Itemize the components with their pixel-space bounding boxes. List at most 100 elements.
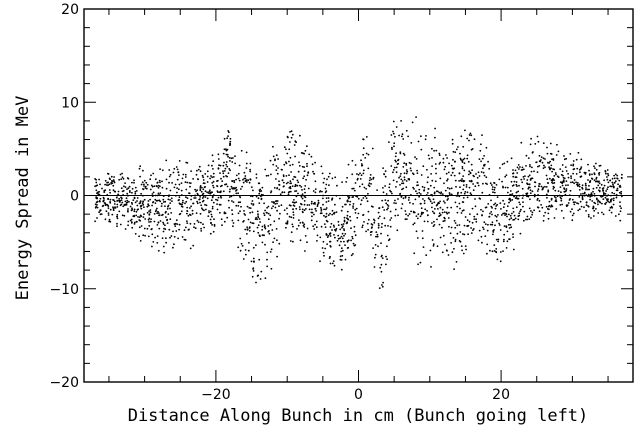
data-point	[158, 227, 161, 230]
data-point	[572, 160, 575, 162]
data-point	[398, 134, 400, 137]
data-point	[354, 182, 357, 184]
data-point	[171, 182, 174, 184]
data-point	[390, 190, 392, 193]
data-point	[470, 232, 473, 235]
data-point	[381, 254, 383, 257]
data-point	[409, 201, 411, 204]
data-point	[169, 189, 172, 192]
data-point	[400, 172, 402, 175]
data-point	[159, 200, 162, 203]
data-point	[373, 218, 375, 221]
data-point	[405, 162, 408, 165]
data-point	[493, 188, 496, 191]
data-point	[206, 170, 209, 173]
data-point	[515, 206, 518, 209]
data-point	[498, 224, 501, 226]
data-point	[115, 196, 118, 199]
data-point	[118, 178, 120, 181]
data-point	[452, 150, 455, 153]
data-point	[386, 234, 389, 237]
data-point	[107, 207, 110, 210]
data-point	[412, 211, 415, 214]
data-point	[278, 242, 281, 245]
data-point	[454, 238, 457, 241]
data-point	[206, 181, 209, 183]
data-point	[585, 201, 588, 204]
data-point	[502, 206, 505, 209]
data-point	[528, 218, 531, 221]
data-point	[470, 180, 472, 183]
data-point	[159, 220, 162, 222]
data-point	[270, 173, 272, 176]
data-point	[189, 214, 192, 217]
data-point	[515, 191, 518, 194]
data-point	[597, 212, 600, 214]
data-point	[560, 191, 562, 194]
data-point	[445, 154, 447, 156]
data-point	[322, 181, 325, 184]
data-point	[584, 171, 587, 174]
data-point	[363, 221, 365, 223]
data-point	[324, 226, 327, 229]
data-point	[152, 241, 155, 243]
data-point	[169, 173, 172, 176]
data-point	[450, 242, 452, 244]
data-point	[175, 166, 178, 168]
data-point	[325, 190, 328, 193]
data-point	[133, 179, 135, 182]
data-point	[430, 266, 432, 268]
data-point	[317, 202, 320, 205]
data-point	[169, 207, 171, 210]
data-point	[512, 175, 515, 178]
data-point	[189, 247, 192, 250]
data-point	[412, 202, 414, 205]
data-point	[405, 169, 408, 171]
data-point	[363, 186, 366, 189]
data-point	[505, 247, 508, 249]
data-point	[613, 174, 615, 177]
data-point	[235, 174, 238, 177]
data-point	[353, 225, 356, 228]
data-point	[102, 196, 105, 199]
data-point	[463, 233, 466, 236]
data-point	[303, 188, 306, 191]
data-point	[96, 217, 98, 219]
data-point	[519, 203, 521, 206]
data-point	[410, 210, 412, 213]
data-point	[105, 210, 108, 213]
data-point	[204, 190, 207, 193]
data-point	[468, 180, 471, 182]
data-point	[371, 147, 374, 150]
data-point	[443, 219, 446, 222]
data-point	[549, 160, 551, 163]
data-point	[480, 208, 482, 211]
data-point	[156, 235, 159, 238]
data-point	[211, 215, 213, 218]
data-point	[462, 145, 465, 148]
data-point	[292, 201, 294, 204]
data-point	[316, 234, 319, 237]
data-point	[349, 203, 351, 206]
data-point	[247, 218, 250, 221]
data-point	[194, 188, 197, 191]
data-point	[559, 204, 562, 206]
data-point	[202, 182, 205, 185]
data-point	[609, 179, 612, 182]
data-point	[543, 215, 545, 217]
data-point	[512, 233, 514, 236]
data-point	[206, 191, 209, 194]
data-point	[346, 217, 348, 220]
data-point	[602, 187, 605, 189]
data-point	[226, 185, 229, 188]
data-point	[386, 203, 389, 206]
data-point	[351, 159, 354, 162]
data-point	[425, 135, 427, 137]
data-point	[276, 172, 279, 175]
data-point	[260, 190, 263, 192]
data-point	[526, 215, 529, 218]
data-point	[508, 227, 511, 229]
data-point	[372, 247, 374, 250]
data-point	[504, 186, 507, 189]
data-point	[190, 205, 193, 208]
